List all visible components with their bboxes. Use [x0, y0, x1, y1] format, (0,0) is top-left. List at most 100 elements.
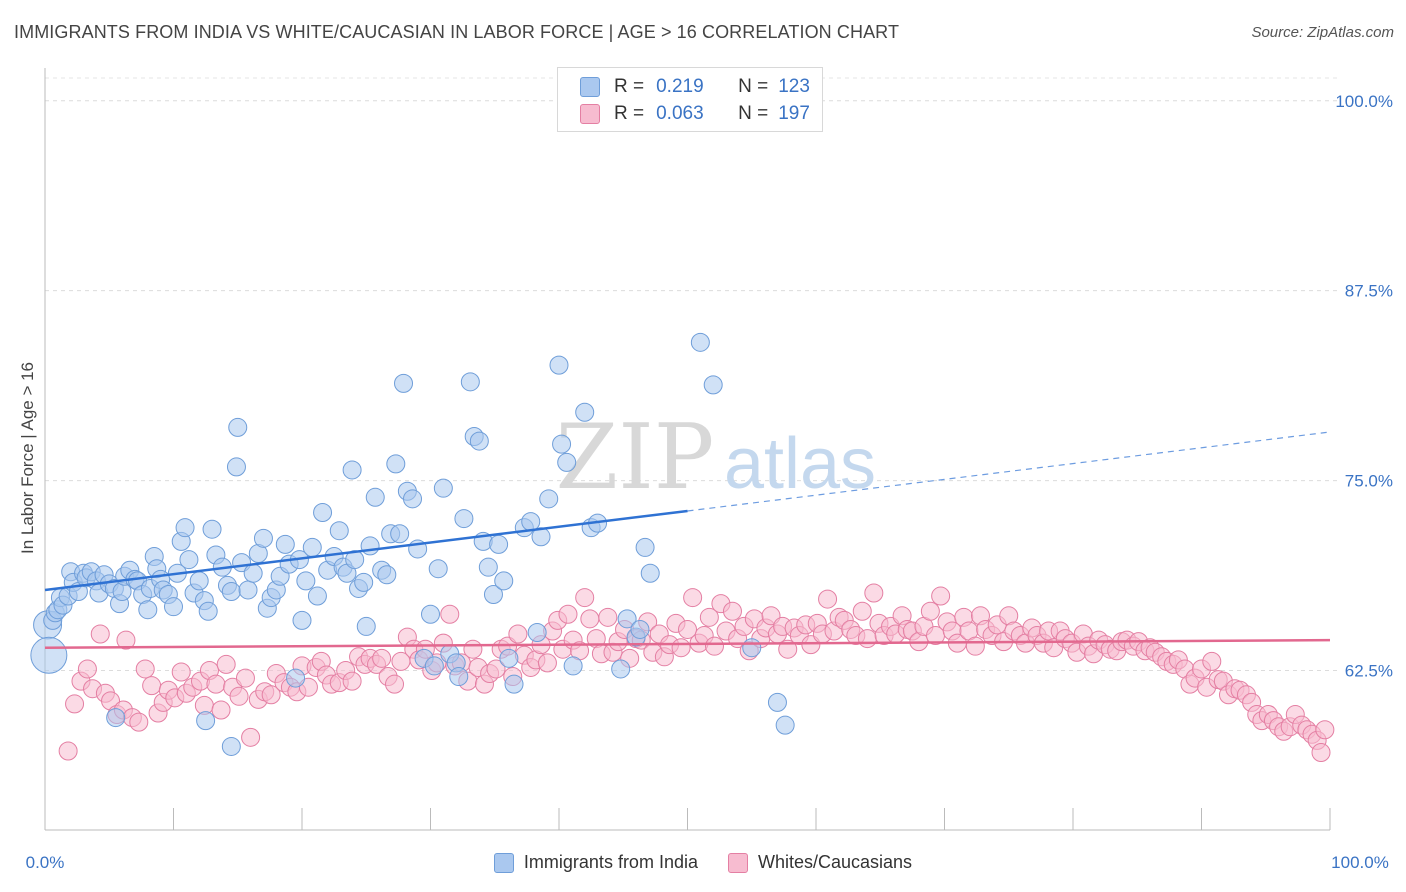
data-point [521, 512, 541, 532]
data-point [206, 674, 226, 694]
tick-labels: 62.5% 75.0% 87.5% 100.0% 0.0% 100.0% [26, 92, 1393, 872]
data-point [216, 654, 236, 674]
data-point [508, 624, 528, 644]
data-point [58, 741, 78, 761]
x-tick-label: 100.0% [1331, 853, 1389, 872]
data-point [30, 636, 68, 674]
legend-n-value: 197 [778, 103, 810, 124]
legend-n-value: 123 [778, 76, 810, 97]
data-point [703, 375, 723, 395]
legend-n-label: N = [738, 103, 769, 124]
data-point [433, 478, 453, 498]
data-point [356, 616, 376, 636]
data-point [179, 550, 199, 570]
legend-swatch-india [493, 852, 514, 873]
data-point [864, 583, 884, 603]
data-point [138, 600, 158, 620]
data-point [690, 332, 710, 352]
data-point [683, 588, 703, 608]
data-point [116, 630, 136, 650]
data-point [253, 528, 273, 548]
trend-lines [44, 431, 1331, 649]
data-point [386, 454, 406, 474]
data-point [302, 537, 322, 557]
data-point [504, 674, 524, 694]
data-point [298, 677, 318, 697]
data-point [342, 460, 362, 480]
legend-r-value: 0.219 [656, 76, 704, 97]
data-point [1315, 720, 1335, 740]
data-point [630, 619, 650, 639]
data-point [494, 571, 514, 591]
legend-n-label: N = [738, 76, 769, 97]
legend-item-india: Immigrants from India [493, 852, 698, 873]
data-point [539, 489, 559, 509]
grid-lines [45, 77, 1340, 671]
data-point [377, 565, 397, 585]
data-point [767, 692, 787, 712]
data-point [292, 610, 312, 630]
y-tick-label: 87.5% [1345, 282, 1393, 301]
data-point [390, 524, 410, 544]
data-point [478, 557, 498, 577]
data-point [699, 607, 719, 627]
series-whites-caucasians [58, 583, 1335, 763]
data-point [235, 668, 255, 688]
data-point [463, 639, 483, 659]
data-point [558, 604, 578, 624]
data-point [965, 636, 985, 656]
series-legend: Immigrants from India Whites/Caucasians [0, 852, 1406, 873]
data-point [486, 659, 506, 679]
data-point [424, 656, 444, 676]
data-point [449, 667, 469, 687]
data-point [1311, 743, 1331, 763]
trend-line-india-extension [687, 431, 1331, 512]
data-point [142, 676, 162, 696]
data-point [611, 659, 631, 679]
data-point [499, 648, 519, 668]
data-point [483, 585, 503, 605]
data-point [778, 639, 798, 659]
y-tick-label: 75.0% [1345, 472, 1393, 491]
legend-r-label: R = [614, 103, 645, 124]
data-point [489, 534, 509, 554]
correlation-legend: R = 0.219 N = 123 R = 0.063 N = 197 [557, 67, 823, 132]
data-point [261, 685, 281, 705]
series-immigrants-from-india [30, 332, 795, 756]
data-point [198, 601, 218, 621]
data-point [454, 509, 474, 529]
trend-line-india [44, 509, 688, 592]
data-point [852, 601, 872, 621]
data-point [575, 588, 595, 608]
data-point [189, 571, 209, 591]
x-tick-label: 0.0% [26, 853, 65, 872]
data-point [931, 586, 951, 606]
data-point [372, 648, 392, 668]
data-point [164, 597, 183, 617]
data-point [211, 700, 231, 720]
data-point [469, 431, 489, 451]
data-point [598, 607, 618, 627]
data-point [77, 659, 97, 679]
watermark-atlas: atlas [724, 424, 876, 504]
y-tick-label: 62.5% [1345, 661, 1393, 680]
watermark-zip: ZIP [556, 405, 715, 510]
data-point [275, 534, 295, 554]
data-point [742, 638, 762, 658]
data-point [307, 586, 327, 606]
data-point [329, 521, 349, 541]
data-point [221, 581, 241, 601]
axes [44, 68, 1331, 831]
data-point [221, 736, 241, 756]
data-point [129, 712, 149, 732]
data-point [575, 402, 595, 422]
y-tick-label: 100.0% [1335, 92, 1393, 111]
data-point [549, 355, 569, 375]
data-point [394, 373, 414, 393]
data-point [65, 694, 85, 714]
data-point [552, 434, 572, 454]
data-point [229, 686, 249, 706]
data-point [385, 674, 405, 694]
data-point [421, 604, 440, 624]
